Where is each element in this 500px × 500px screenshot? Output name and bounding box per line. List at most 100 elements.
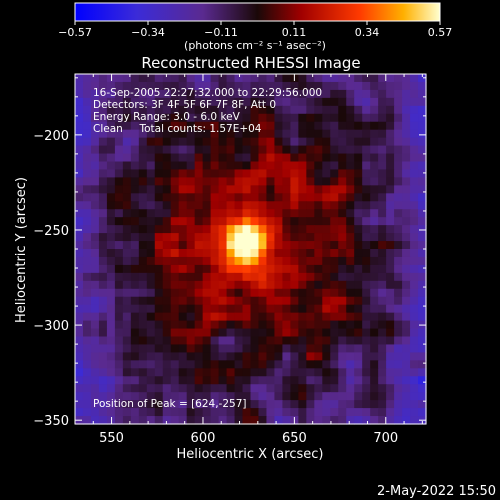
heatmap-cell [146, 336, 156, 346]
heatmap-cell [146, 249, 156, 258]
heatmap-cell [346, 400, 355, 409]
heatmap-cell [378, 264, 387, 274]
heatmap-cell [114, 233, 124, 242]
heatmap-cell [178, 336, 188, 346]
heatmap-cell [226, 137, 236, 147]
heatmap-cell [98, 336, 108, 346]
heatmap-cell [75, 368, 84, 377]
heatmap-cell [162, 193, 172, 202]
heatmap-cell [370, 233, 379, 242]
heatmap-cell [146, 81, 156, 91]
heatmap-cell [314, 264, 323, 274]
heatmap-cell [354, 320, 363, 330]
heatmap-cell [90, 137, 100, 147]
heatmap-cell [146, 185, 156, 194]
heatmap-cell [282, 129, 291, 139]
heatmap-cell [418, 368, 427, 377]
heatmap-cell [354, 81, 363, 91]
heatmap-cell [75, 129, 84, 139]
heatmap-cell [170, 161, 180, 171]
heatmap-cell [362, 296, 371, 306]
heatmap-cell [258, 280, 268, 290]
heatmap-cell [186, 129, 196, 139]
heatmap-cell [314, 328, 323, 338]
heatmap-cell [122, 113, 132, 123]
heatmap-cell [226, 320, 236, 330]
heatmap-cell [378, 169, 387, 178]
heatmap-cell [75, 328, 84, 338]
heatmap-cell [210, 233, 220, 242]
heatmap-cell [338, 264, 347, 274]
heatmap-cell [266, 312, 276, 322]
heatmap-cell [306, 328, 315, 338]
heatmap-cell [218, 376, 228, 385]
heatmap-cell [210, 249, 220, 258]
heatmap-cell [226, 217, 236, 226]
heatmap-cell [106, 408, 116, 417]
heatmap-cell [98, 344, 108, 353]
heatmap-cell [202, 272, 212, 282]
heatmap-cell [298, 320, 307, 330]
heatmap-cell [314, 249, 323, 258]
heatmap-cell [106, 352, 116, 361]
heatmap-cell [114, 74, 124, 83]
heatmap-cell [98, 153, 108, 163]
heatmap-cell [242, 400, 252, 409]
heatmap-cell [402, 344, 411, 353]
heatmap-cell [402, 105, 411, 115]
heatmap-cell [362, 121, 371, 131]
heatmap-cell [202, 344, 212, 353]
heatmap-cell [370, 296, 379, 306]
heatmap-cell [354, 416, 363, 425]
heatmap-cell [226, 256, 236, 266]
heatmap-cell [274, 137, 284, 147]
heatmap-cell [274, 81, 284, 91]
heatmap-cell [234, 217, 244, 226]
heatmap-cell [250, 249, 260, 258]
heatmap-cell [106, 360, 116, 369]
heatmap-cell [298, 328, 307, 338]
heatmap-cell [418, 81, 427, 91]
heatmap-cell [186, 177, 196, 186]
heatmap-cell [154, 256, 164, 266]
heatmap-cell [290, 201, 299, 210]
heatmap-cell [386, 272, 395, 282]
heatmap-cell [154, 201, 164, 210]
heatmap-cell [282, 161, 291, 171]
heatmap-cell [210, 193, 220, 202]
heatmap-cell [154, 400, 164, 409]
heatmap-cell [306, 320, 315, 330]
heatmap-cell [154, 249, 164, 258]
heatmap-cell [330, 81, 339, 91]
heatmap-cell [378, 217, 387, 226]
heatmap-cell [202, 193, 212, 202]
heatmap-cell [194, 328, 204, 338]
heatmap-cell [330, 288, 339, 298]
heatmap-cell [178, 416, 188, 425]
heatmap-cell [218, 161, 228, 171]
heatmap-cell [114, 368, 124, 377]
heatmap-cell [370, 145, 379, 155]
heatmap-cell [338, 217, 347, 226]
heatmap-cell [298, 241, 307, 250]
heatmap-cell [290, 400, 299, 409]
heatmap-cell [258, 272, 268, 282]
heatmap-cell [114, 336, 124, 346]
heatmap-cell [242, 296, 252, 306]
heatmap-cell [274, 272, 284, 282]
heatmap-cell [138, 249, 148, 258]
heatmap-cell [346, 193, 355, 202]
heatmap-cell [290, 256, 299, 266]
heatmap-cell [250, 352, 260, 361]
heatmap-cell [138, 328, 148, 338]
heatmap-cell [130, 320, 140, 330]
heatmap-cell [162, 153, 172, 163]
heatmap-cell [226, 74, 236, 83]
heatmap-cell [226, 209, 236, 218]
heatmap-cell [138, 320, 148, 330]
heatmap-cell [290, 408, 299, 417]
heatmap-cell [402, 280, 411, 290]
heatmap-cell [122, 105, 132, 115]
heatmap-cell [370, 272, 379, 282]
heatmap-cell [98, 193, 108, 202]
